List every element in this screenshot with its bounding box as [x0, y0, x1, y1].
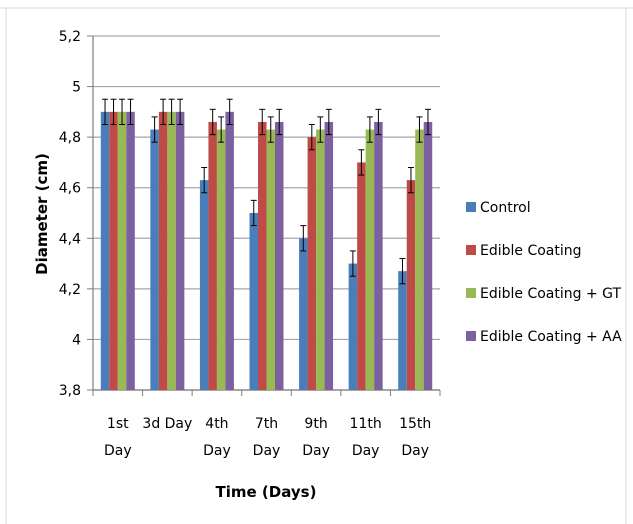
legend-swatch	[466, 288, 476, 298]
x-tick-label: Day	[401, 443, 429, 459]
legend-swatch	[466, 202, 476, 212]
legend-swatch	[466, 245, 476, 255]
bar	[324, 121, 334, 390]
bar	[316, 129, 325, 391]
y-tick-label: 4,8	[59, 130, 81, 146]
bar	[406, 180, 416, 390]
bar	[109, 111, 118, 390]
y-tick-label: 5,2	[59, 29, 81, 45]
bar	[415, 129, 424, 391]
legend-label: Edible Coating + AA	[480, 329, 622, 345]
y-tick-label: 4,6	[59, 181, 81, 197]
x-tick-label: 11th	[350, 416, 382, 432]
page-border	[0, 7, 633, 524]
bar	[423, 121, 433, 390]
bar	[258, 121, 267, 390]
bar	[216, 129, 226, 391]
x-tick-label: 4th	[205, 416, 228, 432]
legend-label: Edible Coating + GT	[480, 286, 622, 302]
x-tick-label: 7th	[255, 416, 278, 432]
y-axis-title: Diameter (cm)	[33, 153, 51, 275]
x-tick-label: Day	[302, 443, 330, 459]
y-tick-label: 4,2	[59, 282, 81, 298]
y-tick-label: 4	[72, 332, 81, 348]
bar	[158, 111, 168, 390]
bar	[175, 111, 185, 390]
bar	[150, 129, 159, 391]
x-tick-label: 3d Day	[142, 416, 192, 432]
bar	[199, 180, 209, 390]
bar	[398, 271, 407, 390]
bar	[374, 121, 383, 390]
bar	[167, 111, 176, 390]
x-tick-label: Day	[104, 443, 132, 459]
legend: Control Edible Coating Edible Coating + GT…	[466, 200, 622, 345]
legend-swatch	[466, 331, 476, 341]
y-tick-label: 5	[72, 80, 81, 96]
x-tick-label: 1st	[107, 416, 129, 432]
bar	[348, 263, 358, 390]
bar	[249, 213, 258, 390]
legend-label: Edible Coating	[480, 243, 582, 259]
bar	[225, 111, 234, 390]
x-tick-label: 15th	[399, 416, 431, 432]
y-tick-label: 3,8	[59, 383, 81, 399]
bar	[126, 111, 135, 390]
x-tick-label: Day	[203, 443, 231, 459]
bar	[357, 162, 366, 390]
x-tick-label: Day	[253, 443, 281, 459]
bar	[365, 129, 375, 391]
bar	[266, 129, 275, 391]
y-tick-label: 4,4	[59, 231, 81, 247]
bar	[100, 111, 110, 390]
x-tick-label: Day	[352, 443, 380, 459]
x-tick-label: 9th	[304, 416, 327, 432]
legend-label: Control	[480, 200, 531, 216]
bar	[307, 137, 317, 390]
bar	[117, 111, 127, 390]
bar	[275, 121, 284, 390]
x-axis-title: Time (Days)	[216, 483, 317, 501]
plot-area: 3,8 4 4,2 4,4 4,6 4,8 5 5,2 1st Day 3d Day 4th Day 7t…	[59, 29, 441, 459]
bar	[208, 121, 217, 390]
bar	[299, 238, 308, 390]
